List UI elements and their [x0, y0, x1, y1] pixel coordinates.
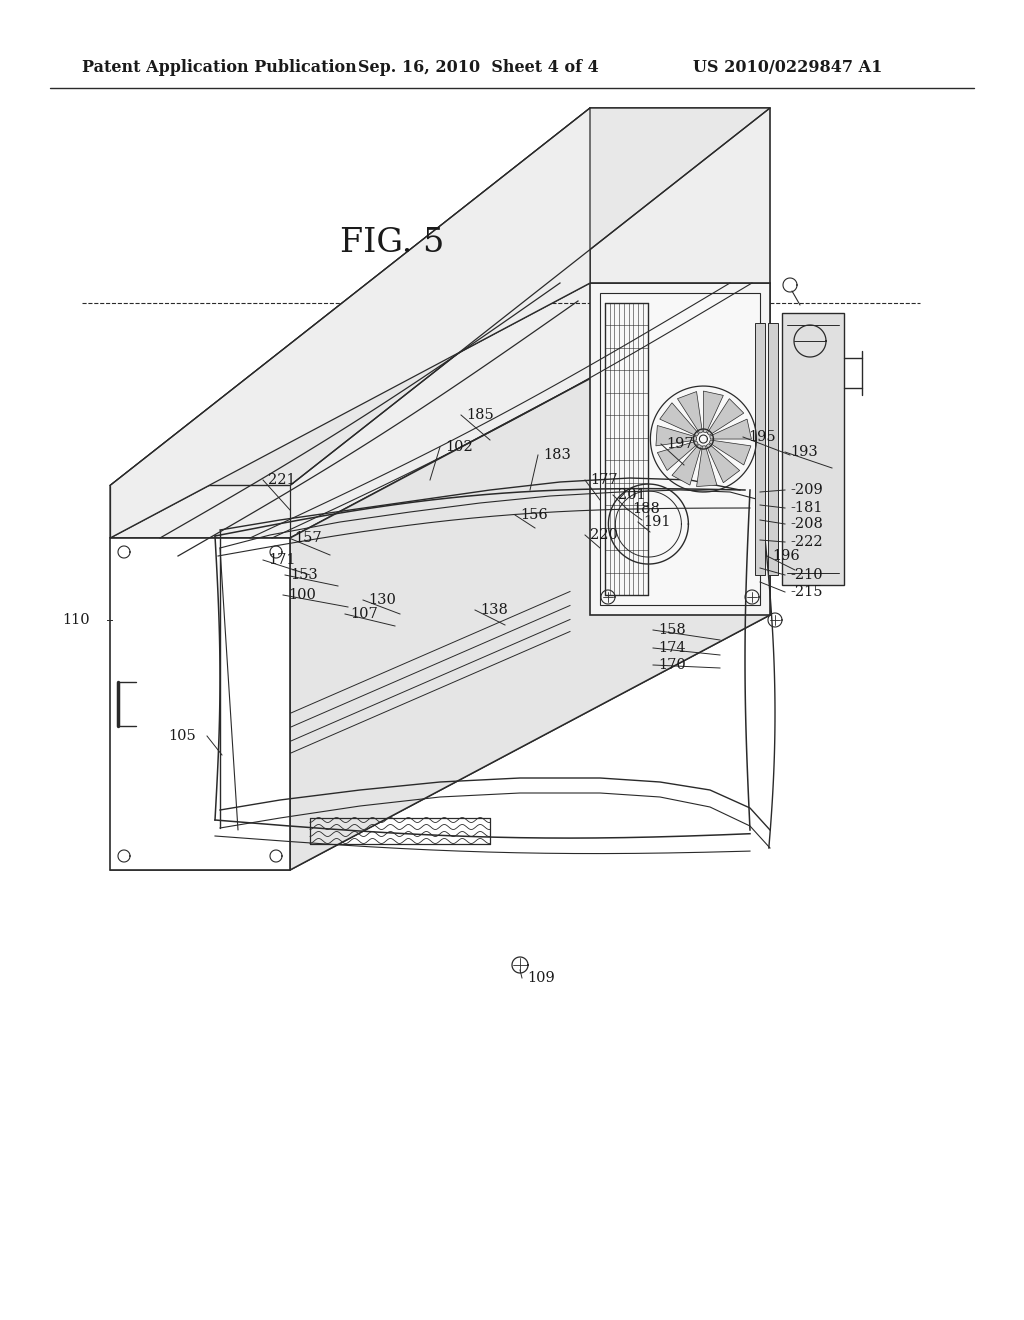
- Polygon shape: [110, 108, 590, 539]
- Text: -181: -181: [790, 502, 822, 515]
- Polygon shape: [110, 615, 770, 870]
- Text: 110: 110: [62, 612, 90, 627]
- Text: 105: 105: [168, 729, 196, 743]
- Text: -210: -210: [790, 568, 822, 582]
- Text: 107: 107: [350, 607, 378, 620]
- Text: 201: 201: [618, 488, 646, 502]
- Polygon shape: [600, 293, 760, 605]
- Polygon shape: [590, 108, 770, 282]
- Polygon shape: [782, 313, 844, 585]
- Polygon shape: [710, 420, 752, 440]
- Polygon shape: [707, 444, 739, 483]
- Text: -209: -209: [790, 483, 822, 498]
- Polygon shape: [110, 282, 770, 539]
- Polygon shape: [768, 323, 778, 576]
- Text: 191: 191: [643, 515, 671, 529]
- Polygon shape: [708, 399, 743, 436]
- Text: 102: 102: [445, 440, 473, 454]
- Text: 100: 100: [288, 587, 315, 602]
- Text: Sep. 16, 2010  Sheet 4 of 4: Sep. 16, 2010 Sheet 4 of 4: [358, 59, 599, 77]
- Text: 197: 197: [666, 437, 693, 451]
- Text: 153: 153: [290, 568, 317, 582]
- Text: 185: 185: [466, 408, 494, 422]
- Text: 174: 174: [658, 642, 686, 655]
- Polygon shape: [710, 440, 751, 465]
- Polygon shape: [656, 425, 696, 446]
- Text: Patent Application Publication: Patent Application Publication: [82, 59, 356, 77]
- Polygon shape: [110, 108, 770, 486]
- Text: 157: 157: [294, 531, 322, 545]
- Text: -215: -215: [790, 585, 822, 599]
- Text: 183: 183: [543, 447, 570, 462]
- Text: 158: 158: [658, 623, 686, 638]
- Text: 170: 170: [658, 657, 686, 672]
- Text: 195: 195: [748, 430, 775, 444]
- Text: 177: 177: [590, 473, 617, 487]
- Text: 188: 188: [632, 502, 659, 516]
- Polygon shape: [657, 441, 698, 470]
- Text: 156: 156: [520, 508, 548, 521]
- Text: 130: 130: [368, 593, 396, 607]
- Text: -208: -208: [790, 517, 823, 531]
- Polygon shape: [696, 446, 717, 487]
- Text: -222: -222: [790, 535, 822, 549]
- Polygon shape: [290, 282, 770, 870]
- Polygon shape: [110, 539, 290, 870]
- Text: 171: 171: [268, 553, 296, 568]
- Text: 221: 221: [268, 473, 296, 487]
- Text: 220: 220: [590, 528, 617, 543]
- Polygon shape: [703, 391, 723, 433]
- Text: US 2010/0229847 A1: US 2010/0229847 A1: [693, 59, 883, 77]
- Polygon shape: [678, 392, 702, 433]
- Polygon shape: [755, 323, 765, 576]
- Polygon shape: [672, 445, 701, 484]
- Polygon shape: [659, 403, 698, 436]
- Text: 193: 193: [790, 445, 818, 459]
- Text: 138: 138: [480, 603, 508, 616]
- Text: 109: 109: [527, 972, 555, 985]
- Text: 196: 196: [772, 549, 800, 564]
- Polygon shape: [590, 282, 770, 615]
- Text: FIG. 5: FIG. 5: [340, 227, 444, 259]
